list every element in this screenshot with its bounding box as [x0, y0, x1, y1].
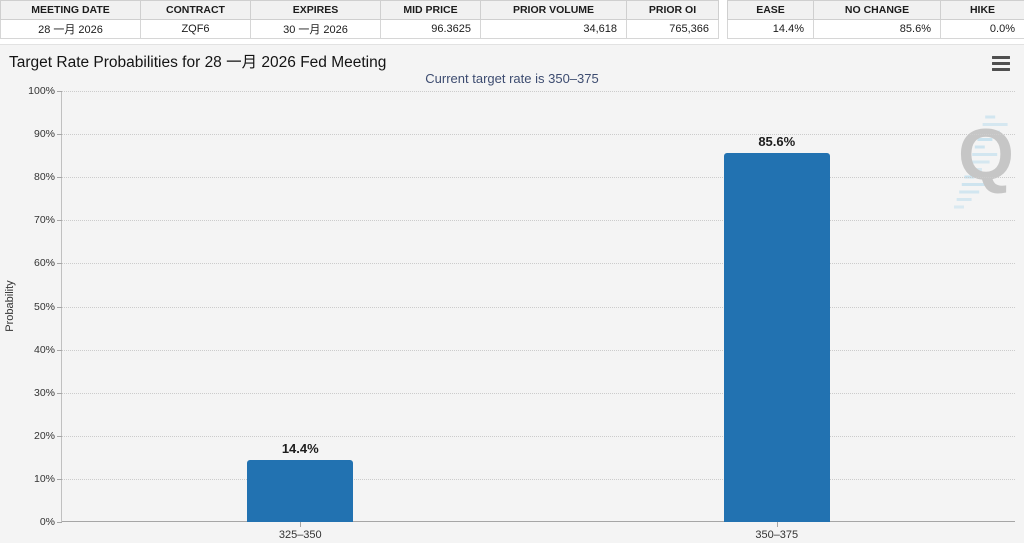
- y-axis-tick: [57, 91, 62, 92]
- y-axis-tick: [57, 134, 62, 136]
- chart-title: Target Rate Probabilities for 28 一月 2026…: [9, 54, 387, 71]
- mid-price-value: 96.3625: [380, 19, 481, 39]
- expires-value: 30 一月 2026: [250, 19, 381, 39]
- y-axis-label: 60%: [33, 257, 55, 270]
- y-axis-tick: [57, 478, 62, 480]
- grid-line: [62, 392, 1015, 394]
- y-axis-tick: [57, 522, 62, 523]
- y-axis-label: 100%: [28, 85, 55, 97]
- grid-line: [62, 263, 1015, 265]
- y-axis-label: 20%: [33, 429, 55, 442]
- rate-move-probability-table: EASE NO CHANGE HIKE 14.4% 85.6% 0.0%: [727, 0, 1024, 39]
- col-meeting-date: MEETING DATE: [0, 0, 141, 20]
- col-hike: HIKE: [940, 0, 1024, 20]
- ease-value: 14.4%: [727, 19, 814, 39]
- grid-line: [62, 349, 1015, 351]
- contract-summary-table: MEETING DATE CONTRACT EXPIRES MID PRICE …: [0, 0, 719, 39]
- y-axis-label: 0%: [39, 516, 55, 528]
- table-header-row: MEETING DATE CONTRACT EXPIRES MID PRICE …: [0, 0, 719, 20]
- y-axis-label: 30%: [33, 386, 55, 399]
- y-axis-label: 40%: [33, 343, 55, 356]
- y-axis-label: 50%: [33, 300, 55, 313]
- y-axis-label: 10%: [33, 472, 55, 485]
- table-row: 28 一月 2026 ZQF6 30 一月 2026 96.3625 34,61…: [0, 19, 719, 39]
- col-prior-oi: PRIOR OI: [626, 0, 719, 20]
- x-axis-tick: [300, 522, 302, 527]
- col-no-change: NO CHANGE: [813, 0, 941, 20]
- hamburger-icon[interactable]: [988, 52, 1014, 74]
- y-axis-tick: [57, 435, 62, 437]
- x-axis-label: 325–350: [278, 529, 322, 541]
- x-axis-label: 350–375: [755, 529, 799, 541]
- col-ease: EASE: [727, 0, 814, 20]
- grid-line: [62, 134, 1015, 136]
- table-header-row: EASE NO CHANGE HIKE: [727, 0, 1024, 20]
- bar-350–375[interactable]: [723, 153, 830, 522]
- x-axis-line: [62, 521, 1015, 522]
- contract-value: ZQF6: [140, 19, 251, 39]
- grid-line: [62, 220, 1015, 222]
- hike-value: 0.0%: [940, 19, 1024, 39]
- grid-line: [62, 177, 1015, 179]
- col-prior-volume: PRIOR VOLUME: [480, 0, 627, 20]
- y-axis-tick: [57, 306, 62, 308]
- y-axis-label: 90%: [33, 128, 55, 141]
- col-expires: EXPIRES: [250, 0, 381, 20]
- grid-line: [62, 478, 1015, 480]
- y-axis-tick: [57, 177, 62, 179]
- probability-chart: Target Rate Probabilities for 28 一月 2026…: [0, 44, 1024, 543]
- no-change-value: 85.6%: [813, 19, 941, 39]
- y-axis-tick: [57, 349, 62, 351]
- data-label: 85.6%: [758, 134, 796, 150]
- grid-line: [62, 435, 1015, 437]
- grid-line: [62, 306, 1015, 308]
- table-row: 14.4% 85.6% 0.0%: [727, 19, 1024, 39]
- grid-line: [62, 91, 1015, 92]
- plot-area: 14.4% 325–350 85.6% 350–375: [57, 91, 1015, 541]
- prior-volume-value: 34,618: [480, 19, 627, 39]
- y-axis-label: 80%: [33, 171, 55, 184]
- y-axis-tick: [57, 263, 62, 265]
- col-mid-price: MID PRICE: [380, 0, 481, 20]
- y-axis-tick: [57, 220, 62, 222]
- y-axis-tick: [57, 392, 62, 394]
- y-axis-label: 70%: [33, 214, 55, 227]
- meeting-date-value: 28 一月 2026: [0, 19, 141, 39]
- col-contract: CONTRACT: [140, 0, 251, 20]
- x-axis-tick: [776, 522, 778, 527]
- prior-oi-value: 765,366: [626, 19, 719, 39]
- bar-325–350[interactable]: [247, 459, 354, 522]
- chart-subtitle: Current target rate is 350–375: [425, 71, 599, 86]
- data-label: 14.4%: [281, 440, 319, 456]
